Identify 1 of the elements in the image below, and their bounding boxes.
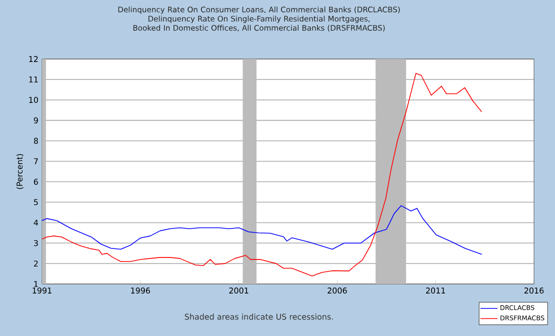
line-series <box>42 72 482 276</box>
